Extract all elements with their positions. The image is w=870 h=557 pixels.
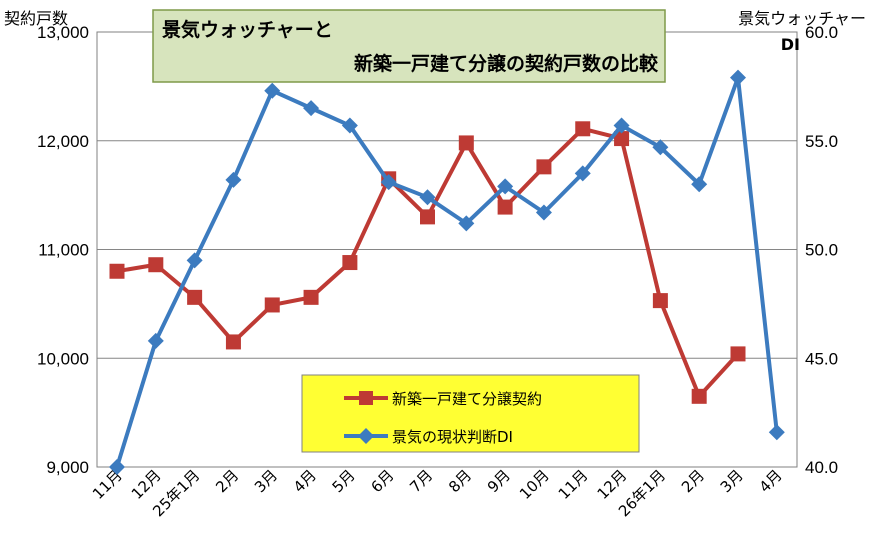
x-tick-label: 3月 [251,466,281,496]
right-axis-title: 景気ウォッチャー [738,9,866,28]
right-tick-label: 45.0 [805,349,838,368]
data-point-series-1 [303,289,319,305]
right-tick-label: 55.0 [805,132,838,151]
legend-label: 景気の現状判断DI [392,428,513,446]
x-tick-label: 2月 [212,466,242,496]
data-point-series-2 [147,332,164,349]
data-point-series-1 [420,209,435,225]
legend-label: 新築一戸建て分譲契約 [392,390,542,408]
x-tick-label: 2月 [678,466,708,496]
title-box: 景気ウォッチャーと 新築一戸建て分譲の契約戸数の比較 [152,9,666,83]
series-line-1 [116,126,740,399]
left-axis-ticks: 9,000 10,000 11,000 12,000 13,000 [37,23,89,477]
x-tick-label: 4月 [756,466,786,496]
right-tick-label: 40.0 [805,458,838,477]
x-tick-label: 9月 [484,466,514,496]
title-box-background [152,9,666,83]
data-point-series-2 [264,82,281,99]
legend-box [301,374,640,453]
right-tick-label: 50.0 [805,241,838,260]
data-point-series-2 [303,100,320,117]
x-tick-label: 11月 [555,466,592,503]
left-tick-label: 9,000 [46,458,89,477]
data-point-series-1 [264,297,280,313]
data-point-series-1 [691,388,707,404]
data-point-series-1 [342,255,358,271]
data-point-series-1 [225,334,241,350]
chart-title-line-2: 新築一戸建て分譲の契約戸数の比較 [354,52,659,75]
x-tick-label: 10月 [516,466,553,503]
data-point-series-1 [652,293,668,309]
data-point-series-2 [613,117,630,134]
data-point-series-2 [458,215,475,232]
left-tick-label: 10,000 [37,349,89,368]
left-tick-label: 11,000 [38,241,89,260]
legend-marker-diamond [358,428,374,444]
data-point-series-1 [109,263,125,279]
series-layer [109,69,785,475]
data-point-series-2 [380,174,397,191]
x-tick-label: 5月 [329,466,359,496]
data-point-series-2 [419,189,436,206]
data-point-series-1 [187,289,203,305]
data-point-series-2 [652,139,669,156]
x-tick-label: 4月 [290,466,320,496]
data-point-series-2 [730,69,746,86]
data-point-series-1 [458,135,474,151]
x-tick-label: 7月 [406,466,436,496]
right-axis-title-suffix: DI [781,35,800,54]
data-point-series-2 [186,252,203,269]
data-point-series-2 [535,204,552,221]
right-tick-label: 60.0 [805,23,838,42]
data-point-series-2 [691,176,708,193]
x-tick-label: 3月 [717,466,747,496]
data-point-series-1 [536,159,552,175]
data-point-series-1 [730,346,746,362]
data-point-series-2 [225,171,242,188]
data-point-series-2 [341,117,358,134]
data-point-series-2 [768,424,785,441]
data-point-series-2 [574,165,591,182]
legend-marker-square [359,391,373,405]
data-point-series-2 [497,178,514,195]
series-line-2 [115,75,779,468]
x-tick-label: 6月 [367,466,397,496]
data-point-series-1 [148,257,164,273]
left-tick-label: 12,000 [37,132,89,151]
gridlines [97,140,797,359]
left-axis-title: 契約戸数 [4,9,68,28]
x-tick-label: 8月 [445,466,475,496]
right-axis-ticks: 40.0 45.0 50.0 55.0 60.0 [805,23,838,477]
data-point-series-1 [497,199,513,215]
data-point-series-1 [575,121,591,137]
data-point-series-2 [109,459,125,475]
left-tick-label: 13,000 [37,23,89,42]
chart-title-line-1: 景気ウォッチャーと [162,18,333,41]
